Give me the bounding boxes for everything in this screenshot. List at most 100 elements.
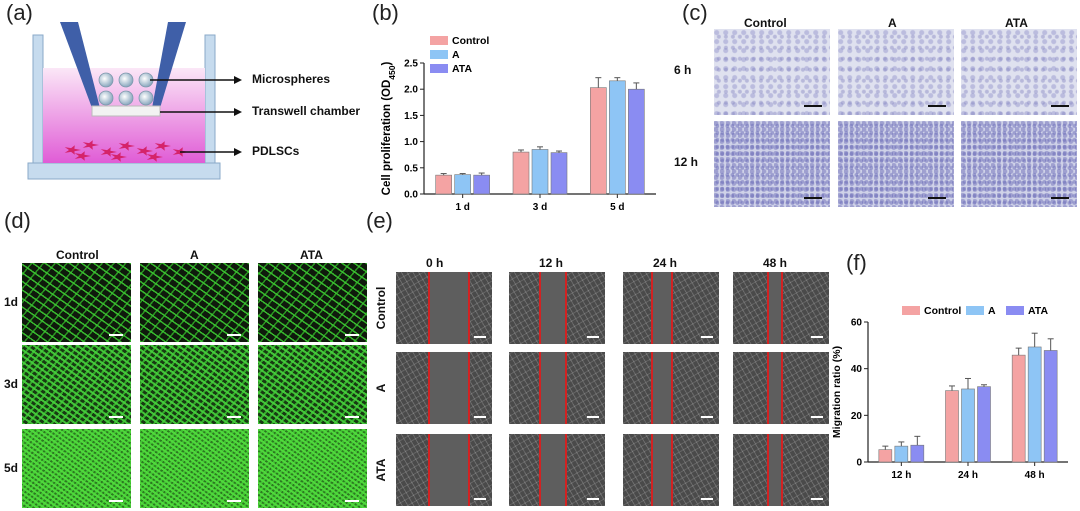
wound-edge-line bbox=[428, 272, 430, 344]
bar-a bbox=[454, 174, 471, 195]
legend-swatch bbox=[430, 36, 448, 45]
scale-bar bbox=[474, 336, 486, 338]
y-tick-label: 2.5 bbox=[404, 59, 418, 70]
y-tick-label: 60 bbox=[851, 318, 863, 329]
scale-bar bbox=[109, 334, 123, 336]
cell-shape bbox=[82, 140, 99, 150]
row-label: 12 h bbox=[674, 155, 699, 169]
scratch-image bbox=[509, 434, 605, 506]
x-tick-label: 48 h bbox=[1025, 470, 1045, 481]
scale-bar bbox=[109, 500, 123, 502]
cell-shape bbox=[146, 152, 163, 162]
scratch-gap bbox=[651, 352, 671, 424]
column-header: Control bbox=[744, 16, 787, 30]
live-cell-image bbox=[22, 345, 131, 424]
legend-swatch bbox=[966, 306, 984, 315]
label-microspheres: Microspheres bbox=[252, 72, 331, 86]
cell-shape bbox=[118, 141, 135, 151]
scale-bar bbox=[928, 105, 946, 107]
wound-edge-line bbox=[671, 352, 673, 424]
wound-edge-line bbox=[671, 272, 673, 344]
column-header: ATA bbox=[300, 248, 323, 262]
microspheres bbox=[98, 72, 154, 106]
wound-edge-line bbox=[539, 434, 541, 506]
bar-control bbox=[590, 87, 607, 195]
cell-shape bbox=[100, 147, 117, 157]
scale-bar bbox=[701, 416, 713, 418]
scale-bar bbox=[811, 336, 823, 338]
scratch-gap bbox=[651, 434, 671, 506]
column-header: 48 h bbox=[763, 256, 788, 270]
bar-a bbox=[1027, 346, 1042, 463]
y-tick-label: 40 bbox=[851, 364, 863, 375]
legend-label: ATA bbox=[452, 63, 472, 75]
panel-label-b: (b) bbox=[372, 0, 399, 25]
column-header: Control bbox=[56, 248, 99, 262]
scratch-image bbox=[396, 352, 492, 424]
legend-swatch bbox=[430, 50, 448, 59]
column-header: A bbox=[190, 248, 199, 262]
bar-control bbox=[512, 151, 530, 195]
wound-edge-line bbox=[539, 352, 541, 424]
scale-bar bbox=[587, 498, 599, 500]
column-header: ATA bbox=[1005, 16, 1028, 30]
bar-ata bbox=[473, 174, 490, 195]
scale-bar bbox=[701, 336, 713, 338]
membrane bbox=[91, 105, 161, 117]
wound-edge-line bbox=[565, 352, 567, 424]
wound-edge-line bbox=[468, 434, 470, 506]
scratch-gap bbox=[428, 272, 468, 344]
scratch-gap bbox=[539, 272, 565, 344]
live-cell-image bbox=[258, 429, 367, 508]
scratch-image bbox=[396, 434, 492, 506]
y-axis-label: Cell proliferation (OD450) bbox=[381, 62, 397, 196]
label-pdlscs: PDLSCs bbox=[252, 144, 300, 158]
scratch-image bbox=[733, 352, 829, 424]
bar-ata bbox=[1043, 350, 1058, 463]
legend-label: A bbox=[988, 305, 996, 317]
live-cell-image bbox=[140, 345, 249, 424]
migration-chart: 0 20 40 60 12 h 24 h 48 h Migration ratio (%) Co… bbox=[831, 305, 1068, 481]
scratch-image bbox=[396, 272, 492, 344]
transwell-image bbox=[838, 29, 954, 115]
legend-swatch bbox=[902, 306, 920, 315]
panel-label-a: (a) bbox=[6, 0, 33, 25]
scale-bar bbox=[345, 334, 359, 336]
x-tick-label: 12 h bbox=[891, 470, 911, 481]
y-axis-label: Migration ratio (%) bbox=[831, 346, 843, 438]
scale-bar bbox=[701, 498, 713, 500]
scratch-image bbox=[623, 272, 719, 344]
scratch-gap bbox=[539, 352, 565, 424]
scale-bar bbox=[587, 336, 599, 338]
wound-edge-line bbox=[468, 352, 470, 424]
transwell-image bbox=[714, 121, 830, 207]
proliferation-chart: 0.0 0.5 1.0 1.5 2.0 2.5 1 d 3 d 5 d Cell prolifer… bbox=[381, 35, 656, 213]
scratch-gap bbox=[428, 352, 468, 424]
transwell-image bbox=[961, 29, 1077, 115]
wound-edge-line bbox=[565, 434, 567, 506]
bar-control bbox=[1011, 354, 1026, 463]
transwell-insert bbox=[60, 22, 100, 108]
scale-bar bbox=[811, 416, 823, 418]
column-header: A bbox=[888, 16, 897, 30]
scratch-image bbox=[623, 434, 719, 506]
pdlsc-cells bbox=[64, 140, 189, 162]
y-tick-label: 2.0 bbox=[404, 85, 418, 96]
x-tick-label: 5 d bbox=[610, 202, 624, 213]
transwell-image bbox=[838, 121, 954, 207]
wound-edge-line bbox=[651, 352, 653, 424]
x-tick-label: 1 d bbox=[455, 202, 469, 213]
legend-label: ATA bbox=[1028, 305, 1048, 317]
scratch-image bbox=[623, 352, 719, 424]
panel-label-e: (e) bbox=[366, 208, 393, 233]
transwell-image bbox=[961, 121, 1077, 207]
cell-shape bbox=[110, 152, 127, 162]
row-label: A bbox=[374, 383, 388, 393]
wound-edge-line bbox=[428, 434, 430, 506]
cell-shape bbox=[136, 146, 153, 156]
scale-bar bbox=[1051, 105, 1069, 107]
outer-well bbox=[32, 34, 44, 168]
legend-swatch bbox=[1006, 306, 1024, 315]
scratch-image bbox=[509, 272, 605, 344]
scratch-gap bbox=[428, 434, 468, 506]
